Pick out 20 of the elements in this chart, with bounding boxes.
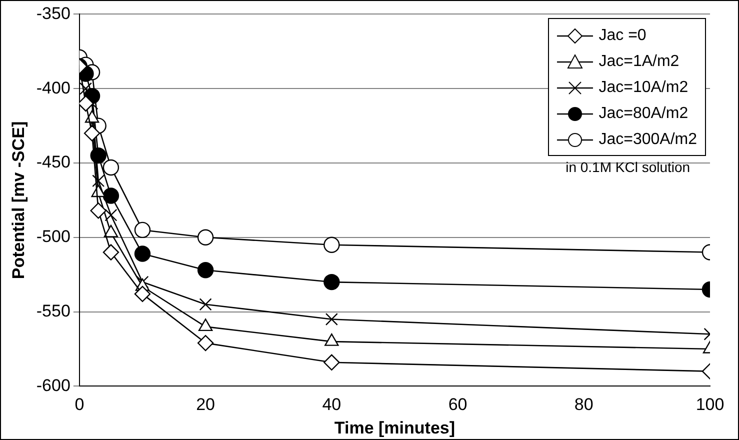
legend-label: Jac =0 [598, 27, 646, 46]
y-tick-label: -600 [36, 376, 70, 395]
y-tick-label: -550 [36, 301, 70, 320]
x-tick-label: 0 [74, 395, 84, 414]
annotation: in 0.1M KCl solution [564, 159, 692, 176]
x-tick-label: 60 [448, 395, 468, 414]
legend-label: Jac=10A/m2 [598, 79, 688, 98]
x-tick-label: 40 [322, 395, 342, 414]
legend-label: Jac=1A/m2 [598, 53, 680, 72]
y-tick-label: -350 [36, 4, 70, 23]
x-tick-label: 80 [574, 395, 594, 414]
y-axis-title: Potential [mv -SCE] [8, 121, 28, 280]
x-tick-label: 20 [196, 395, 215, 414]
y-tick-label: -500 [36, 227, 70, 246]
legend-label: Jac=80A/m2 [598, 105, 688, 124]
y-tick-label: -450 [36, 152, 70, 172]
y-tick-label: -400 [36, 78, 70, 98]
legend-label: Jac=300A/m2 [598, 131, 697, 150]
x-tick-label: 100 [696, 395, 724, 414]
x-axis-title: Time [minutes] [334, 418, 456, 438]
